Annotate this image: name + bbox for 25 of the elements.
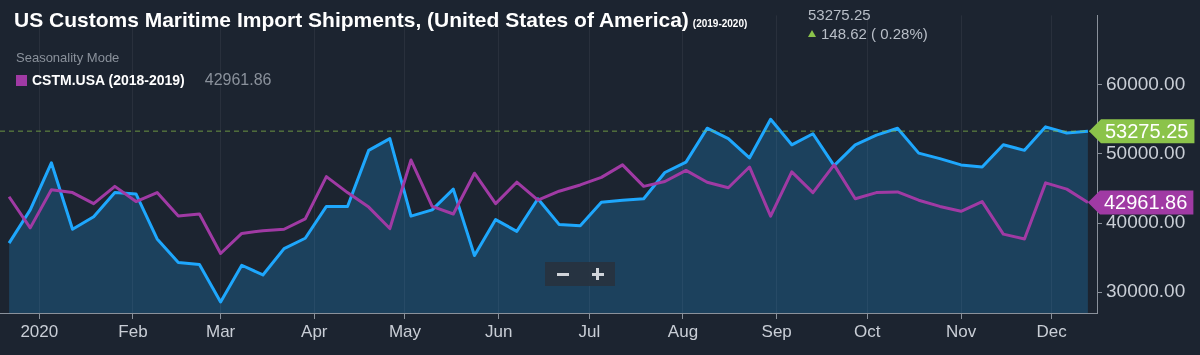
- x-tick-label: Oct: [854, 321, 881, 341]
- annotation: 42961.86: [1103, 191, 1188, 214]
- annotation: 42961.86: [204, 71, 272, 89]
- x-tick-label: Dec: [1036, 321, 1068, 341]
- x-tick-label: Feb: [118, 321, 148, 341]
- y-tick-label: 50000.00: [1106, 142, 1186, 164]
- legend-label: CSTM.USA (2018-2019): [32, 72, 185, 88]
- x-tick-label: 2020: [20, 321, 59, 341]
- x-tick-label: Sep: [761, 321, 792, 341]
- x-tick-label: Jul: [578, 321, 601, 341]
- x-tick-label: Mar: [205, 321, 236, 341]
- x-tick-label: Apr: [301, 321, 328, 341]
- legend-title: Seasonality Mode: [16, 50, 121, 65]
- ref-line-label: 53275.25: [1105, 119, 1189, 142]
- x-tick-label: Jun: [484, 321, 513, 341]
- y-tick-label: 40000.00: [1106, 211, 1186, 233]
- x-tick-label: Nov: [945, 321, 977, 341]
- x-tick-label: Aug: [667, 321, 699, 341]
- chart-title: US Customs Maritime Import Shipments, (United States of America): [14, 8, 689, 31]
- y-tick-label: 60000.00: [1106, 72, 1186, 94]
- y-tick-label: 30000.00: [1106, 280, 1186, 302]
- x-tick-label: May: [388, 321, 422, 341]
- annotation: 148.62 ( 0.28%): [821, 25, 928, 42]
- annotation: 53275.25: [808, 6, 871, 23]
- chart-subtitle: (2019-2020): [692, 18, 748, 29]
